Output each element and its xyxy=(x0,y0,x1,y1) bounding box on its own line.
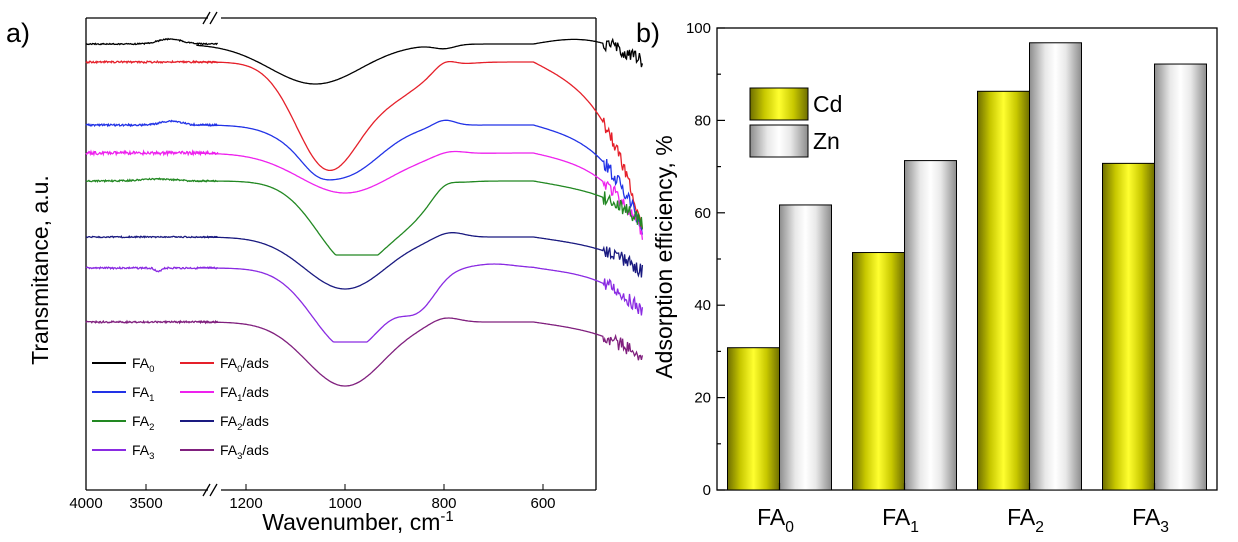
panel-a: a) Transmitance, a.u. Wavenumber, cm-1 4… xyxy=(6,12,642,535)
spectrum-line-low-7 xyxy=(196,318,642,386)
bar-zn-0 xyxy=(780,205,832,490)
x-category-label-1: FA1 xyxy=(882,504,919,536)
spectra-lines xyxy=(86,39,642,386)
bar-zn-1 xyxy=(905,161,957,490)
x-tick-label-600: 600 xyxy=(530,495,555,512)
panel-b-y-ticks: 0 20 40 60 80 100 xyxy=(686,20,725,499)
bar-cd-2 xyxy=(978,91,1030,490)
spectrum-line-high-0 xyxy=(86,39,218,45)
y-tick-label-40: 40 xyxy=(694,297,711,314)
legend-label-0: FA0 xyxy=(132,355,154,375)
x-tick-label-800: 800 xyxy=(431,495,456,512)
legend-label-7: FA3/ads xyxy=(220,442,269,462)
spectrum-line-low-3 xyxy=(196,152,642,240)
bar-cd-1 xyxy=(853,253,905,490)
panel-a-x-axis-label: Wavenumber, cm-1 xyxy=(262,508,453,535)
panel-a-label: a) xyxy=(6,18,30,48)
spectrum-line-low-1 xyxy=(196,62,642,230)
panel-b-x-ticks: FA0 FA1 FA2 FA3 xyxy=(757,483,1169,536)
panel-b: b) Adsorption efficiency, % 0 20 40 60 80 100… xyxy=(636,18,1217,536)
spectrum-line-low-5 xyxy=(196,233,642,289)
legend-label-1: FA0/ads xyxy=(220,355,269,375)
x-category-label-2: FA2 xyxy=(1007,504,1044,536)
x-tick-label-1000: 1000 xyxy=(328,495,361,512)
legend-label-zn: Zn xyxy=(813,128,840,154)
y-tick-label-20: 20 xyxy=(694,390,711,407)
x-tick-label-3500: 3500 xyxy=(129,495,162,512)
panel-b-label: b) xyxy=(636,18,660,48)
legend-swatch-zn xyxy=(750,125,808,157)
axis-break-marks xyxy=(203,12,217,496)
legend-label-4: FA2 xyxy=(132,413,154,433)
bar-zn-3 xyxy=(1155,64,1207,490)
spectrum-line-low-0 xyxy=(196,39,642,84)
panel-b-legend: Cd Zn xyxy=(750,88,842,157)
bar-cd-0 xyxy=(728,348,780,490)
panel-a-legend: FA0 FA0/ads FA1 FA1/ads FA2 FA2/ads FA3 FA3/ads xyxy=(92,355,269,462)
panel-a-x-ticks: 4000 3500 1200 1000 800 600 xyxy=(69,484,555,512)
legend-label-5: FA2/ads xyxy=(220,413,269,433)
panel-a-frame xyxy=(86,18,596,490)
y-tick-label-100: 100 xyxy=(686,20,711,37)
bar-cd-3 xyxy=(1103,163,1155,490)
panel-a-x-axis-label-main: Wavenumber, cm xyxy=(262,509,440,535)
x-tick-label-1200: 1200 xyxy=(229,495,262,512)
panel-a-y-axis-label: Transmitance, a.u. xyxy=(27,175,53,365)
x-tick-label-4000: 4000 xyxy=(69,495,102,512)
legend-label-2: FA1 xyxy=(132,384,154,404)
legend-label-cd: Cd xyxy=(813,91,842,117)
y-tick-label-60: 60 xyxy=(694,205,711,222)
legend-label-6: FA3 xyxy=(132,442,154,462)
x-category-label-3: FA3 xyxy=(1132,504,1169,536)
x-category-label-0: FA0 xyxy=(757,504,794,536)
y-tick-label-0: 0 xyxy=(703,482,711,499)
bar-zn-2 xyxy=(1030,43,1082,490)
y-tick-label-80: 80 xyxy=(694,112,711,129)
legend-label-3: FA1/ads xyxy=(220,384,269,404)
legend-swatch-cd xyxy=(750,88,808,120)
panel-b-y-axis-label: Adsorption efficiency, % xyxy=(651,135,677,378)
